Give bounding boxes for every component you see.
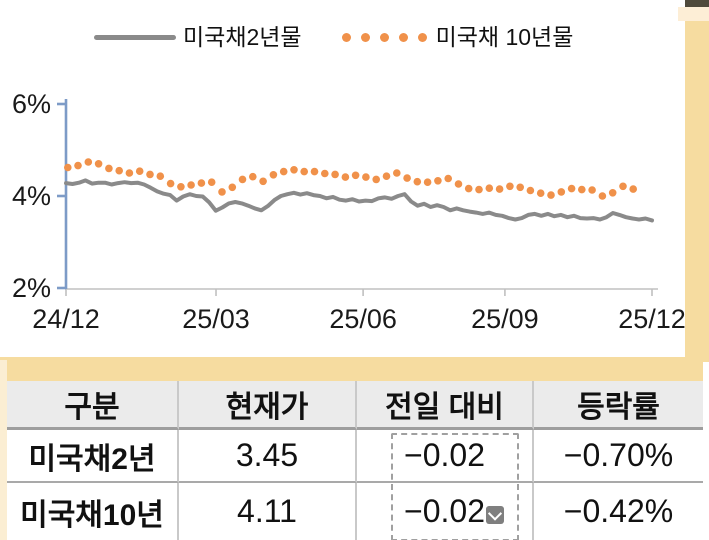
svg-text:25/03: 25/03 <box>182 304 250 334</box>
header-change[interactable]: 전일 대비 <box>357 381 534 430</box>
legend-label-us10y: 미국채 10년물 <box>435 24 574 50</box>
svg-text:2%: 2% <box>12 273 51 303</box>
svg-text:6%: 6% <box>12 89 51 119</box>
svg-text:24/12: 24/12 <box>32 304 100 334</box>
cell-us2y-pct[interactable]: −0.70% <box>534 430 703 483</box>
cell-us2y-price[interactable]: 3.45 <box>179 430 357 483</box>
cell-us10y-pct[interactable]: −0.42% <box>563 493 674 529</box>
cell-us10y-change[interactable]: −0.02 <box>357 483 534 540</box>
legend-item-us10y: 미국채 10년물 <box>341 24 574 50</box>
left-edge-strip <box>0 360 7 540</box>
svg-text:25/09: 25/09 <box>471 304 539 334</box>
legend-item-us2y: 미국채2년물 <box>94 26 302 49</box>
cell-us2y-label[interactable]: 미국채2년 <box>7 430 179 483</box>
dropdown-button[interactable] <box>486 506 504 524</box>
svg-text:25/06: 25/06 <box>329 304 397 334</box>
chart-legend: 미국채2년물 미국채 10년물 <box>94 26 573 49</box>
dots-swatch-icon <box>341 33 427 42</box>
page-corner-dark <box>685 0 709 7</box>
cell-us10y-price[interactable]: 4.11 <box>179 483 357 540</box>
svg-text:4%: 4% <box>12 181 51 211</box>
svg-text:25/12: 25/12 <box>618 304 686 334</box>
section-divider-band <box>0 357 703 381</box>
bond-table: 구분 현재가 전일 대비 등락률 미국채2년 3.45 −0.02 −0.70%… <box>7 381 703 540</box>
header-gubun[interactable]: 구분 <box>7 381 179 430</box>
page-corner-fold <box>678 7 709 21</box>
line-swatch-icon <box>94 35 176 40</box>
legend-label-us2y: 미국채2년물 <box>183 24 302 50</box>
header-price[interactable]: 현재가 <box>179 381 357 430</box>
bond-yield-chart: 24/12 25/03 25/06 25/09 25/12 6% 4% 2% <box>12 89 686 334</box>
cell-us10y-label[interactable]: 미국채10년 <box>7 483 179 540</box>
header-pct[interactable]: 등락률 <box>534 381 703 430</box>
cell-us2y-change[interactable]: −0.02 <box>357 430 534 483</box>
right-edge-strip <box>685 21 709 362</box>
chevron-down-icon <box>487 506 503 521</box>
